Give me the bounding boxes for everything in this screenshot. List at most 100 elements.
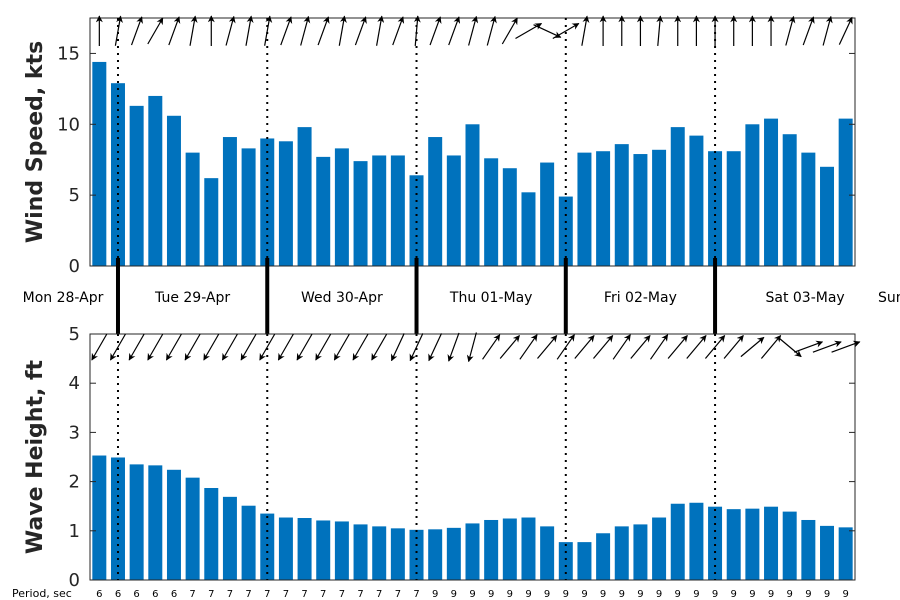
wind-direction-arrow	[802, 16, 815, 46]
wind-direction-arrow	[317, 16, 330, 46]
wave-bar	[708, 506, 723, 580]
wind-bar	[409, 175, 424, 266]
wind-bar	[801, 152, 816, 266]
wind-direction-arrow	[147, 17, 164, 45]
wind-bar	[241, 148, 256, 266]
wind-bar	[110, 83, 125, 266]
period-value: 9	[469, 589, 475, 600]
period-value: 7	[208, 589, 214, 600]
wave-direction-arrow	[667, 334, 688, 359]
wave-direction-arrow	[593, 334, 614, 359]
period-value: 9	[600, 589, 606, 600]
wind-direction-arrow	[656, 15, 664, 46]
wind-direction-arrow	[280, 16, 293, 46]
wave-bar	[745, 508, 760, 580]
wind-bar	[390, 155, 405, 266]
wind-direction-arrow	[838, 16, 853, 45]
wind-bar	[670, 127, 685, 267]
wave-ytick-label: 1	[69, 521, 80, 542]
wave-direction-arrow	[686, 334, 707, 359]
wave-bar	[820, 525, 835, 580]
period-value: 9	[824, 589, 830, 600]
wave-direction-arrow	[482, 334, 501, 360]
wind-direction-arrow	[225, 15, 236, 46]
period-value: 9	[637, 589, 643, 600]
wind-bar	[633, 154, 648, 266]
wave-direction-arrow	[574, 334, 595, 359]
day-label: Tue 29-Apr	[154, 290, 230, 306]
wind-ytick-label: 10	[57, 114, 80, 135]
period-value: 7	[189, 589, 195, 600]
wave-direction-arrow	[812, 340, 842, 353]
period-value: 7	[395, 589, 401, 600]
wave-direction-arrow	[499, 334, 520, 359]
wave-bar	[278, 517, 293, 580]
wind-bar	[166, 115, 181, 266]
wave-bar	[652, 517, 667, 580]
wave-bar	[670, 503, 685, 580]
wind-direction-arrow	[338, 15, 347, 46]
period-value: 9	[675, 589, 681, 600]
wave-bar	[484, 519, 499, 580]
period-value: 7	[357, 589, 363, 600]
wave-direction-arrow	[519, 334, 538, 360]
day-label: Sat 03-May	[765, 290, 844, 306]
wind-bar	[372, 155, 387, 266]
period-value: 9	[749, 589, 755, 600]
period-value: 9	[787, 589, 793, 600]
wave-ytick-label: 4	[69, 373, 80, 394]
wind-direction-arrow	[533, 24, 562, 38]
wave-direction-arrow	[649, 334, 669, 360]
wave-bar	[726, 509, 741, 580]
period-value: 9	[488, 589, 494, 600]
wind-bar	[689, 135, 704, 266]
wind-bar	[558, 196, 573, 266]
wind-bar	[614, 144, 629, 266]
wind-bar	[764, 118, 779, 267]
wave-direction-arrow	[371, 333, 388, 361]
wave-bar	[614, 526, 629, 580]
wave-direction-arrow	[315, 333, 332, 361]
wind-direction-arrow	[168, 16, 181, 46]
wave-bar	[409, 529, 424, 580]
wave-bar	[185, 477, 200, 580]
wind-bar	[838, 118, 853, 267]
wind-bar	[185, 152, 200, 266]
wave-bar	[222, 496, 237, 580]
wave-direction-arrow	[537, 334, 558, 359]
wind-bar	[297, 127, 312, 267]
day-label: Mon 28-Apr	[23, 290, 104, 306]
wave-direction-arrow	[109, 333, 127, 361]
wave-bar	[260, 513, 275, 580]
wave-bar	[521, 517, 536, 580]
period-value: 9	[768, 589, 774, 600]
wind-direction-arrow	[581, 15, 590, 46]
period-value: 9	[712, 589, 718, 600]
wave-direction-arrow	[612, 334, 631, 360]
wave-direction-arrow	[447, 332, 460, 362]
day-label: Thu 01-May	[449, 290, 533, 306]
wave-bar	[801, 519, 816, 580]
wave-bar	[782, 511, 797, 580]
wind-ytick-label: 0	[69, 256, 80, 277]
wave-bar	[838, 527, 853, 580]
wind-bar	[521, 192, 536, 266]
day-label-strip: Mon 28-Apr Tue 29-Apr Wed 30-Apr Thu 01-May…	[23, 258, 900, 334]
wave-direction-arrow	[794, 340, 824, 353]
wave-direction-arrow	[203, 333, 220, 361]
wave-direction-arrow	[165, 333, 182, 361]
wind-direction-arrow	[413, 15, 421, 46]
wave-bar	[577, 542, 592, 580]
wind-direction-arrow	[785, 15, 796, 46]
wind-bar	[596, 151, 611, 266]
period-value: 9	[432, 589, 438, 600]
period-value: 6	[171, 589, 177, 600]
period-value: 7	[376, 589, 382, 600]
wave-direction-arrow	[428, 333, 443, 362]
wind-bar	[540, 162, 555, 266]
wave-bar	[316, 520, 331, 580]
period-value: 7	[413, 589, 419, 600]
wind-direction-arrow	[448, 16, 461, 46]
wave-direction-arrow	[409, 333, 424, 362]
period-value: 7	[339, 589, 345, 600]
